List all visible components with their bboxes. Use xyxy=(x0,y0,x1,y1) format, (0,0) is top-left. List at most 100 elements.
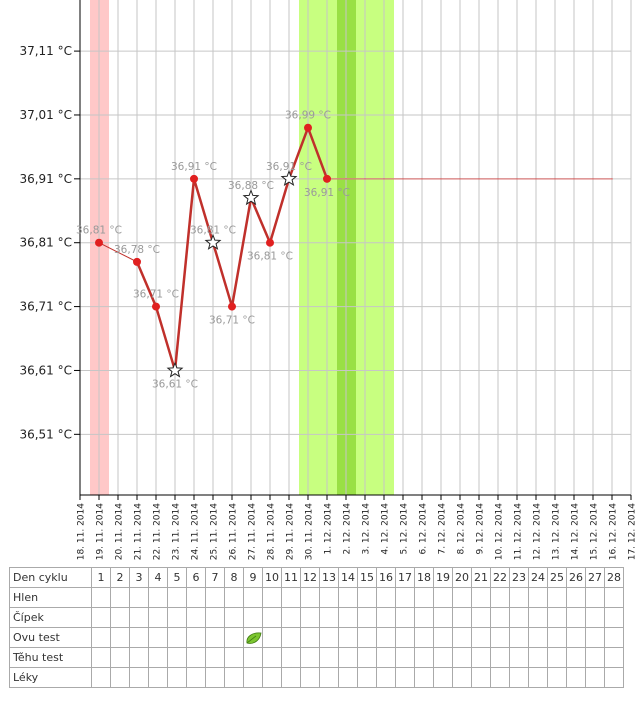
table-cell[interactable] xyxy=(376,587,396,608)
table-cell[interactable] xyxy=(547,667,567,688)
table-cell[interactable]: 18 xyxy=(414,567,434,588)
table-cell[interactable] xyxy=(433,607,453,628)
table-cell[interactable]: 2 xyxy=(110,567,130,588)
table-cell[interactable]: 4 xyxy=(148,567,168,588)
table-cell[interactable] xyxy=(471,587,491,608)
table-cell[interactable] xyxy=(585,587,605,608)
table-cell[interactable] xyxy=(186,627,206,648)
table-cell[interactable]: 13 xyxy=(319,567,339,588)
table-cell[interactable] xyxy=(91,587,111,608)
table-cell[interactable] xyxy=(319,587,339,608)
table-cell[interactable] xyxy=(262,627,282,648)
table-cell[interactable] xyxy=(224,627,244,648)
table-cell[interactable] xyxy=(414,587,434,608)
table-cell[interactable] xyxy=(186,607,206,628)
table-cell[interactable] xyxy=(604,647,624,668)
table-cell[interactable]: 7 xyxy=(205,567,225,588)
table-cell[interactable] xyxy=(300,587,320,608)
table-cell[interactable] xyxy=(110,647,130,668)
table-cell[interactable] xyxy=(110,587,130,608)
table-cell[interactable] xyxy=(395,587,415,608)
table-cell[interactable] xyxy=(547,587,567,608)
table-cell[interactable] xyxy=(376,647,396,668)
table-cell[interactable] xyxy=(338,627,358,648)
table-cell[interactable] xyxy=(319,667,339,688)
table-cell[interactable] xyxy=(566,647,586,668)
table-cell[interactable] xyxy=(585,627,605,648)
table-cell[interactable] xyxy=(566,587,586,608)
table-cell[interactable] xyxy=(509,587,529,608)
table-cell[interactable] xyxy=(547,627,567,648)
table-cell[interactable]: 6 xyxy=(186,567,206,588)
table-cell[interactable] xyxy=(357,627,377,648)
table-cell[interactable] xyxy=(148,587,168,608)
table-cell[interactable] xyxy=(300,667,320,688)
table-cell[interactable] xyxy=(243,607,263,628)
table-cell[interactable]: 20 xyxy=(452,567,472,588)
table-cell[interactable] xyxy=(585,667,605,688)
table-cell[interactable] xyxy=(205,627,225,648)
table-cell[interactable] xyxy=(224,647,244,668)
table-cell[interactable] xyxy=(319,607,339,628)
table-cell[interactable] xyxy=(129,647,149,668)
table-cell[interactable] xyxy=(300,607,320,628)
table-cell[interactable] xyxy=(129,627,149,648)
table-cell[interactable] xyxy=(338,667,358,688)
table-cell[interactable]: 28 xyxy=(604,567,624,588)
table-cell[interactable] xyxy=(471,647,491,668)
table-cell[interactable] xyxy=(604,587,624,608)
table-cell[interactable] xyxy=(395,627,415,648)
table-cell[interactable] xyxy=(395,607,415,628)
table-cell[interactable] xyxy=(262,587,282,608)
table-cell[interactable] xyxy=(566,607,586,628)
table-cell[interactable] xyxy=(262,647,282,668)
table-cell[interactable] xyxy=(452,627,472,648)
table-cell[interactable] xyxy=(224,607,244,628)
table-cell[interactable] xyxy=(452,587,472,608)
table-cell[interactable]: 3 xyxy=(129,567,149,588)
table-cell[interactable] xyxy=(509,667,529,688)
table-cell[interactable] xyxy=(528,647,548,668)
table-cell[interactable] xyxy=(186,587,206,608)
table-cell[interactable] xyxy=(452,647,472,668)
table-cell[interactable] xyxy=(281,647,301,668)
table-cell[interactable] xyxy=(167,667,187,688)
table-cell[interactable] xyxy=(395,667,415,688)
table-cell[interactable]: 14 xyxy=(338,567,358,588)
table-cell[interactable] xyxy=(110,627,130,648)
table-cell[interactable] xyxy=(110,607,130,628)
table-cell[interactable] xyxy=(91,627,111,648)
table-cell[interactable]: 15 xyxy=(357,567,377,588)
table-cell[interactable] xyxy=(91,607,111,628)
table-cell[interactable]: 8 xyxy=(224,567,244,588)
table-cell[interactable] xyxy=(319,647,339,668)
table-cell[interactable] xyxy=(433,587,453,608)
table-cell[interactable]: 5 xyxy=(167,567,187,588)
table-cell[interactable] xyxy=(148,607,168,628)
table-cell[interactable] xyxy=(148,647,168,668)
table-cell[interactable] xyxy=(167,647,187,668)
table-cell[interactable] xyxy=(528,607,548,628)
table-cell[interactable] xyxy=(452,607,472,628)
table-cell[interactable] xyxy=(129,607,149,628)
table-cell[interactable]: 25 xyxy=(547,567,567,588)
table-cell[interactable] xyxy=(129,667,149,688)
table-cell[interactable] xyxy=(395,647,415,668)
table-cell[interactable] xyxy=(357,607,377,628)
table-cell[interactable] xyxy=(300,647,320,668)
table-cell[interactable] xyxy=(300,627,320,648)
table-cell[interactable] xyxy=(186,667,206,688)
table-cell[interactable] xyxy=(338,607,358,628)
table-cell[interactable] xyxy=(224,587,244,608)
table-cell[interactable] xyxy=(262,607,282,628)
table-cell[interactable] xyxy=(319,627,339,648)
table-cell[interactable] xyxy=(547,647,567,668)
table-cell[interactable] xyxy=(167,627,187,648)
table-cell[interactable] xyxy=(490,607,510,628)
table-cell[interactable] xyxy=(471,667,491,688)
table-cell[interactable] xyxy=(243,647,263,668)
table-cell[interactable] xyxy=(604,667,624,688)
table-cell[interactable] xyxy=(281,587,301,608)
table-cell[interactable]: 19 xyxy=(433,567,453,588)
table-cell[interactable] xyxy=(281,667,301,688)
